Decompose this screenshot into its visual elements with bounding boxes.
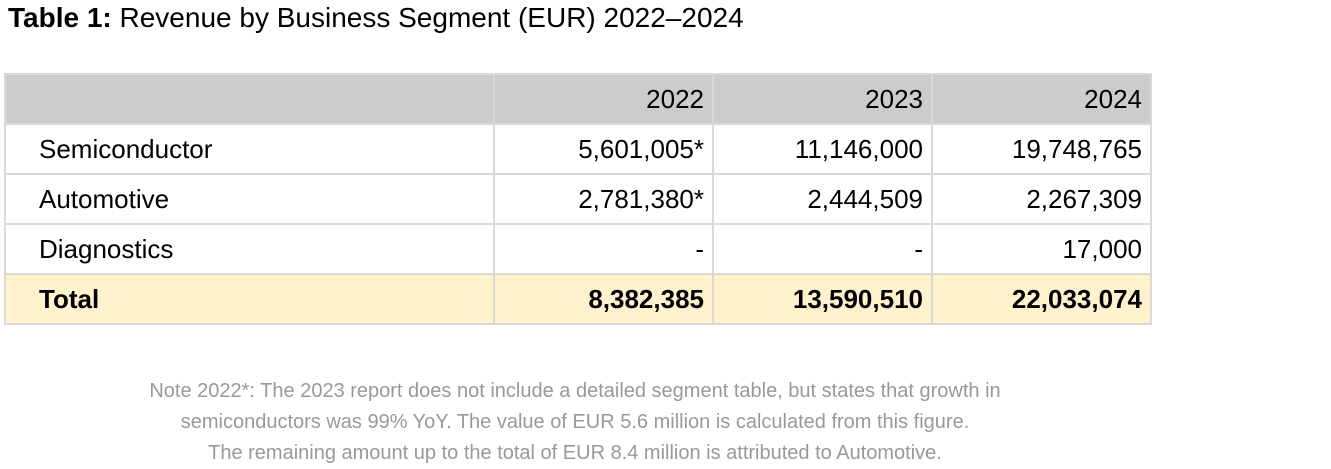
total-cell: 8,382,385 xyxy=(493,273,714,325)
table-title: Table 1: Revenue by Business Segment (EU… xyxy=(8,1,744,35)
footnote-line: The remaining amount up to the total of … xyxy=(208,442,942,464)
table-title-label: Table 1: xyxy=(8,2,112,33)
row-label: Automotive xyxy=(4,173,495,225)
table-row: Diagnostics - - 17,000 xyxy=(4,223,1152,275)
table-title-text: Revenue by Business Segment (EUR) 2022–2… xyxy=(119,2,744,33)
row-label: Diagnostics xyxy=(4,223,495,275)
table-cell: 11,146,000 xyxy=(712,123,933,175)
total-cell: 13,590,510 xyxy=(712,273,933,325)
row-label: Semiconductor xyxy=(4,123,495,175)
total-label: Total xyxy=(4,273,495,325)
table-cell: 17,000 xyxy=(931,223,1152,275)
table-row: Semiconductor 5,601,005* 11,146,000 19,7… xyxy=(4,123,1152,175)
header-year-2022: 2022 xyxy=(493,73,714,125)
total-row: Total 8,382,385 13,590,510 22,033,074 xyxy=(4,273,1152,325)
footnote-line: semiconductors was 99% YoY. The value of… xyxy=(180,411,970,433)
table-cell: 2,781,380* xyxy=(493,173,714,225)
header-row: 2022 2023 2024 xyxy=(4,73,1152,125)
revenue-table: 2022 2023 2024 Semiconductor 5,601,005* … xyxy=(4,73,1152,325)
header-year-2024: 2024 xyxy=(931,73,1152,125)
footnote-line: Note 2022*: The 2023 report does not inc… xyxy=(149,380,1001,402)
total-cell: 22,033,074 xyxy=(931,273,1152,325)
header-year-2023: 2023 xyxy=(712,73,933,125)
footnote: Note 2022*: The 2023 report does not inc… xyxy=(0,376,1150,469)
table-row: Automotive 2,781,380* 2,444,509 2,267,30… xyxy=(4,173,1152,225)
table-cell: 2,267,309 xyxy=(931,173,1152,225)
table-cell: 2,444,509 xyxy=(712,173,933,225)
table-cell: 19,748,765 xyxy=(931,123,1152,175)
table-cell: - xyxy=(493,223,714,275)
table-cell: - xyxy=(712,223,933,275)
header-corner-cell xyxy=(4,73,495,125)
table-cell: 5,601,005* xyxy=(493,123,714,175)
